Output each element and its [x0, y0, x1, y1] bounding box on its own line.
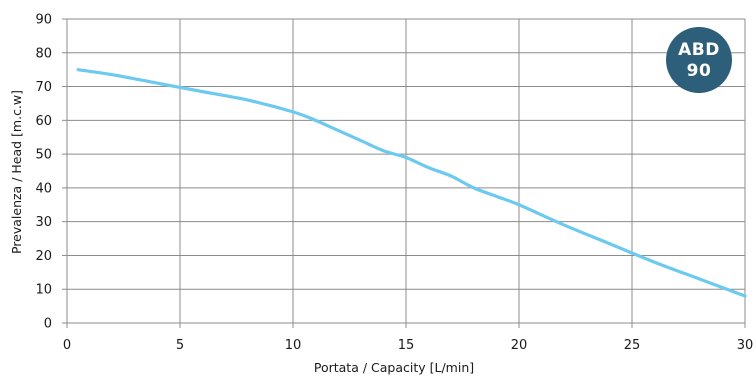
y-tick-label: 50 — [35, 148, 52, 163]
badge-circle — [666, 27, 732, 93]
x-tick-label: 25 — [624, 338, 641, 353]
series-line — [76, 68, 747, 298]
y-tick-label: 60 — [35, 114, 52, 129]
grid — [62, 18, 746, 328]
x-tick-label: 30 — [737, 338, 754, 353]
y-axis-label: Prevalenza / Head [m.c.w] — [9, 90, 24, 254]
x-tick-label: 15 — [398, 338, 415, 353]
x-tick-label: 5 — [176, 338, 184, 353]
y-tick-label: 40 — [35, 181, 52, 196]
y-tick-label: 90 — [35, 13, 52, 28]
x-axis-label: Portata / Capacity [L/min] — [314, 360, 474, 375]
y-tick-label: 10 — [35, 283, 52, 298]
y-tick-label: 80 — [35, 46, 52, 61]
badge-line-2: 90 — [687, 61, 712, 81]
y-tick-label: 20 — [35, 249, 52, 264]
y-tick-label: 30 — [35, 215, 52, 230]
model-badge: ABD 90 — [666, 27, 732, 93]
x-tick-label: 0 — [63, 338, 71, 353]
y-tick-label: 70 — [35, 80, 52, 95]
y-axis-ticks: 0 10 20 30 40 50 60 70 80 90 — [35, 13, 52, 332]
x-tick-label: 10 — [285, 338, 302, 353]
x-tick-label: 20 — [511, 338, 528, 353]
y-tick-label: 0 — [44, 317, 52, 332]
badge-line-1: ABD — [678, 40, 720, 60]
x-axis-ticks: 0 5 10 15 20 25 30 — [63, 338, 753, 353]
